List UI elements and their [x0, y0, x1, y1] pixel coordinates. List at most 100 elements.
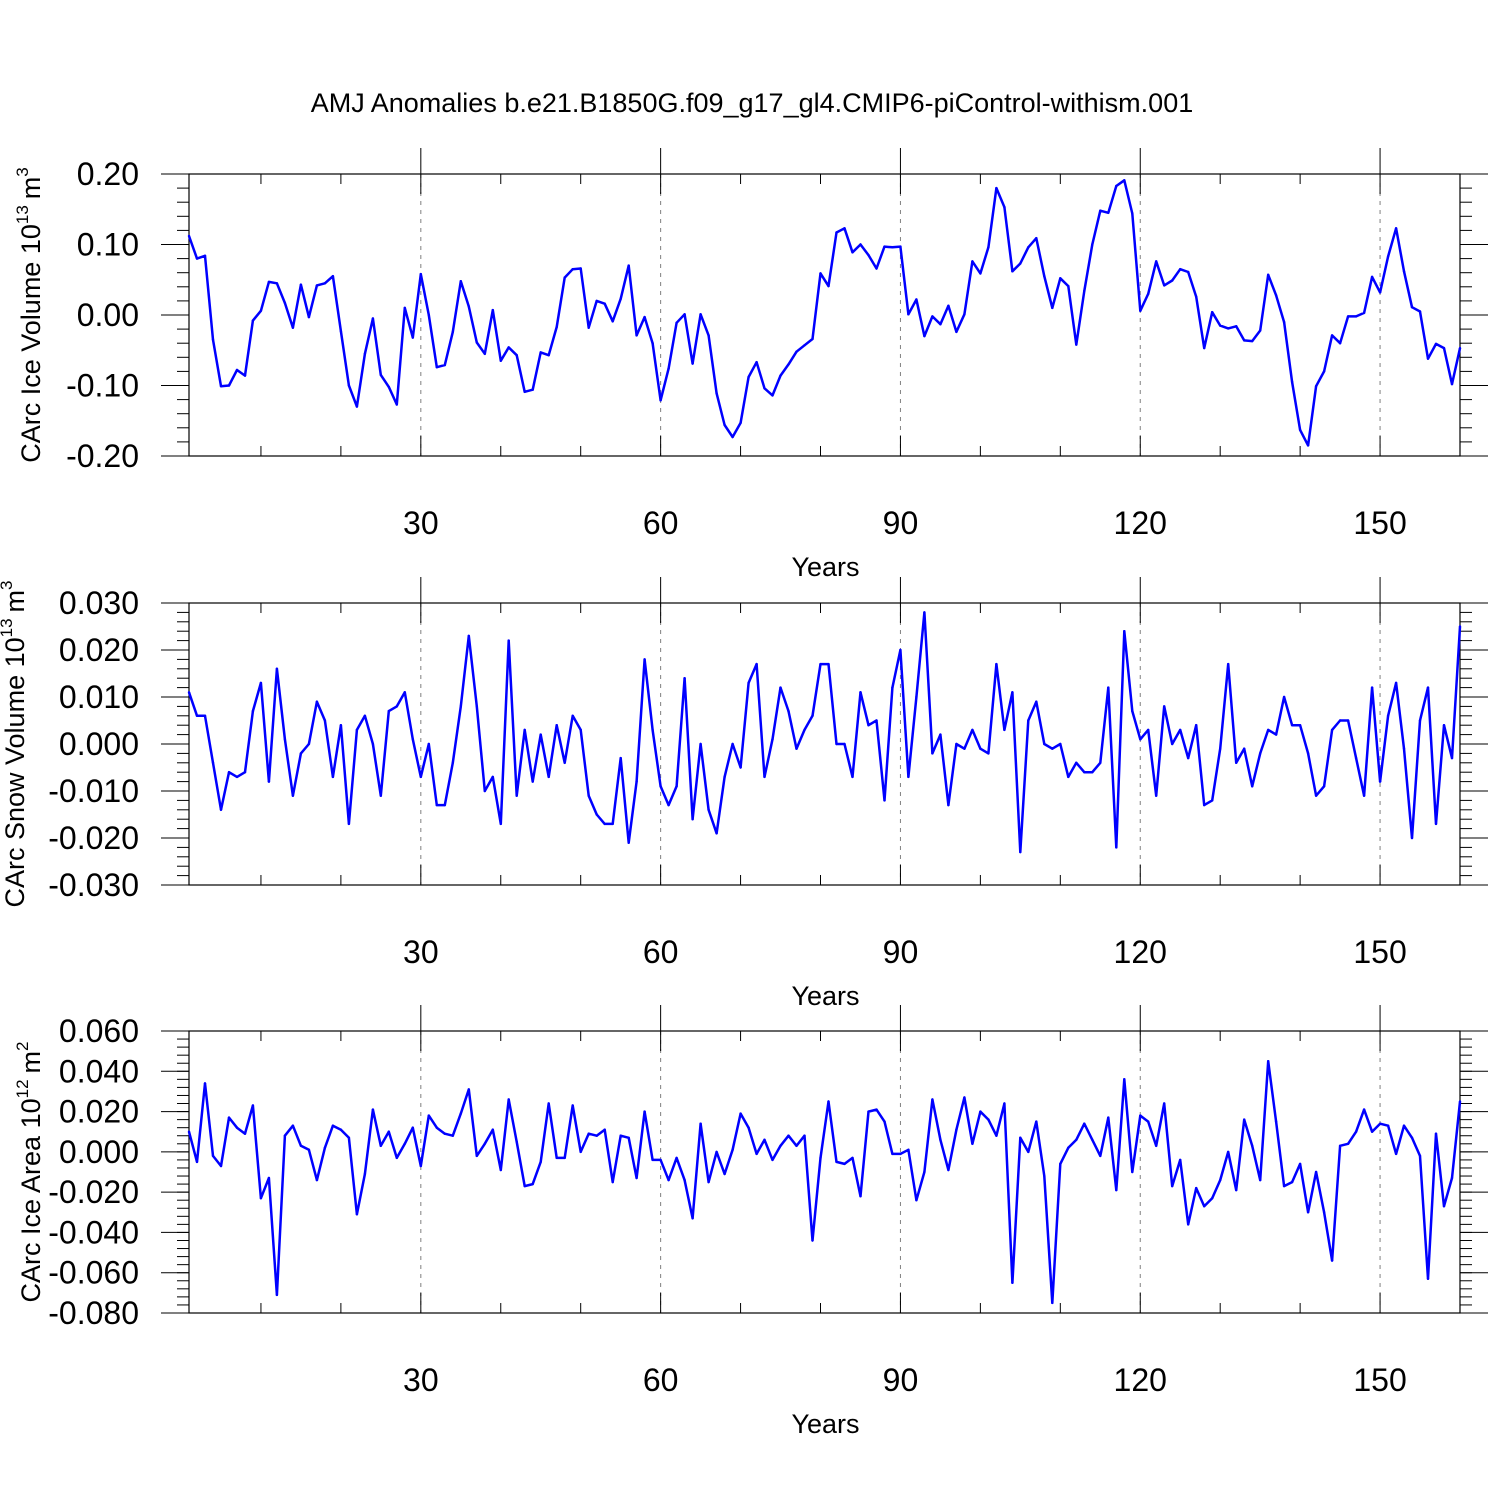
- data-point: [867, 253, 870, 257]
- data-point: [467, 1088, 470, 1091]
- data-point: [1251, 785, 1254, 788]
- data-point: [667, 803, 670, 807]
- x-axis-title: Years: [791, 1409, 859, 1439]
- y-tick-label: -0.040: [48, 1214, 139, 1250]
- y-tick-label: 0.10: [77, 227, 139, 263]
- data-point: [411, 1126, 414, 1129]
- data-point: [1155, 1144, 1158, 1148]
- data-point: [947, 304, 950, 307]
- data-point: [1378, 1122, 1382, 1125]
- data-point: [939, 323, 942, 326]
- data-point: [1235, 1188, 1238, 1192]
- data-point: [651, 342, 654, 345]
- data-point: [1338, 342, 1342, 345]
- data-point: [659, 1158, 662, 1162]
- data-point: [379, 794, 382, 797]
- data-point: [427, 1114, 430, 1117]
- data-point: [627, 841, 630, 844]
- data-point: [843, 742, 846, 746]
- data-point: [1330, 334, 1334, 337]
- data-point: [499, 822, 502, 826]
- panel-3: 30 60 90 120 150 -0.080 -0.060 -0.040 -0.020 0.00…: [13, 1005, 1488, 1439]
- data-point: [675, 785, 678, 788]
- data-point: [571, 714, 574, 717]
- data-point: [339, 330, 343, 333]
- data-point: [1163, 284, 1166, 287]
- data-point: [331, 775, 335, 779]
- data-point: [187, 1130, 191, 1133]
- data-point: [219, 1164, 223, 1168]
- data-point: [1187, 1223, 1190, 1226]
- data-point: [1394, 1152, 1398, 1156]
- data-point: [587, 326, 590, 329]
- data-point: [883, 1120, 886, 1123]
- x-tick-label: 90: [883, 934, 919, 970]
- data-point: [699, 742, 702, 746]
- data-point: [1450, 1176, 1454, 1180]
- data-point: [723, 423, 726, 427]
- data-point: [363, 714, 367, 717]
- data-point: [1251, 1144, 1254, 1148]
- data-point: [1219, 324, 1222, 327]
- data-point: [555, 325, 558, 329]
- data-point: [259, 1197, 263, 1200]
- data-point: [491, 308, 494, 312]
- data-point: [1362, 1108, 1366, 1111]
- data-point: [619, 1134, 622, 1137]
- data-point: [579, 267, 582, 270]
- data-point: [1195, 1186, 1198, 1190]
- data-point: [811, 337, 814, 341]
- data-point: [379, 1144, 382, 1148]
- data-point: [1251, 339, 1254, 343]
- y-axis-title-unit: m: [16, 177, 46, 200]
- data-point: [579, 1150, 582, 1154]
- data-point: [1003, 205, 1006, 209]
- data-point: [1035, 700, 1038, 703]
- data-point: [1091, 1138, 1094, 1142]
- data-point: [235, 1126, 239, 1129]
- data-point: [747, 375, 750, 379]
- data-point: [219, 808, 223, 811]
- data-point: [1155, 794, 1158, 797]
- data-point: [1051, 306, 1054, 310]
- data-point: [1091, 243, 1094, 246]
- data-point: [691, 1217, 694, 1220]
- data-point: [995, 662, 998, 666]
- data-point: [883, 245, 886, 248]
- data-point: [1219, 1178, 1222, 1182]
- data-point: [835, 742, 838, 746]
- data-point: [1410, 836, 1414, 840]
- data-point: [363, 1172, 367, 1176]
- data-point: [979, 1110, 982, 1113]
- data-point: [1402, 270, 1406, 273]
- y-axis-title-exponent: 12: [13, 1079, 32, 1098]
- data-point: [803, 728, 806, 732]
- data-point: [371, 317, 375, 320]
- data-point: [1346, 1142, 1350, 1146]
- data-point: [643, 658, 646, 661]
- data-point: [1378, 291, 1382, 294]
- data-point: [987, 246, 990, 249]
- series-line: [187, 611, 1462, 854]
- data-point: [251, 1104, 255, 1107]
- data-point: [1338, 719, 1342, 722]
- data-point: [595, 813, 598, 816]
- data-point: [1083, 289, 1086, 293]
- data-point: [443, 803, 446, 807]
- data-point: [419, 272, 422, 276]
- data-point: [1059, 277, 1062, 280]
- data-point: [515, 794, 518, 797]
- data-point: [1011, 691, 1014, 694]
- data-point: [1426, 357, 1430, 360]
- y-axis-title-unit-exponent: 3: [0, 580, 16, 589]
- data-point: [819, 272, 822, 275]
- data-point: [339, 1128, 343, 1131]
- data-point: [955, 1128, 958, 1131]
- data-point: [1195, 295, 1198, 298]
- data-point: [1131, 212, 1134, 215]
- data-point: [1003, 1102, 1006, 1105]
- data-point: [899, 648, 902, 652]
- data-point: [1035, 237, 1038, 240]
- data-point: [187, 234, 191, 238]
- x-axis-title: Years: [791, 552, 859, 582]
